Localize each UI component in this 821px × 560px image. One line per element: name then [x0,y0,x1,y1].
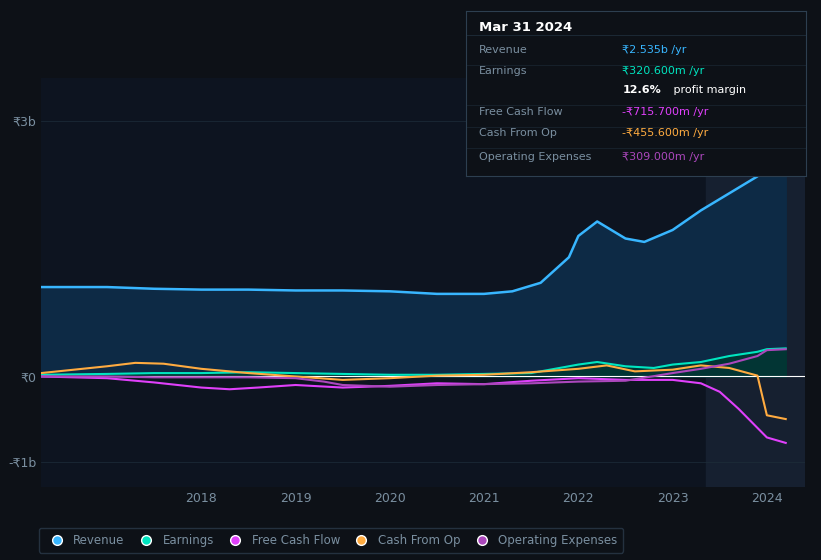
Text: Mar 31 2024: Mar 31 2024 [479,21,572,34]
Bar [705,78,805,487]
Text: Cash From Op: Cash From Op [479,128,557,138]
Text: profit margin: profit margin [670,86,746,96]
Text: ₹2.535b /yr: ₹2.535b /yr [622,45,686,55]
Text: ₹309.000m /yr: ₹309.000m /yr [622,152,704,162]
Text: -₹715.700m /yr: -₹715.700m /yr [622,107,709,117]
Text: Free Cash Flow: Free Cash Flow [479,107,562,117]
Text: Earnings: Earnings [479,67,528,77]
Legend: Revenue, Earnings, Free Cash Flow, Cash From Op, Operating Expenses: Revenue, Earnings, Free Cash Flow, Cash … [39,528,623,553]
Text: 12.6%: 12.6% [622,86,661,96]
Text: ₹320.600m /yr: ₹320.600m /yr [622,67,704,77]
Text: Revenue: Revenue [479,45,528,55]
Text: -₹455.600m /yr: -₹455.600m /yr [622,128,709,138]
Text: Operating Expenses: Operating Expenses [479,152,591,162]
